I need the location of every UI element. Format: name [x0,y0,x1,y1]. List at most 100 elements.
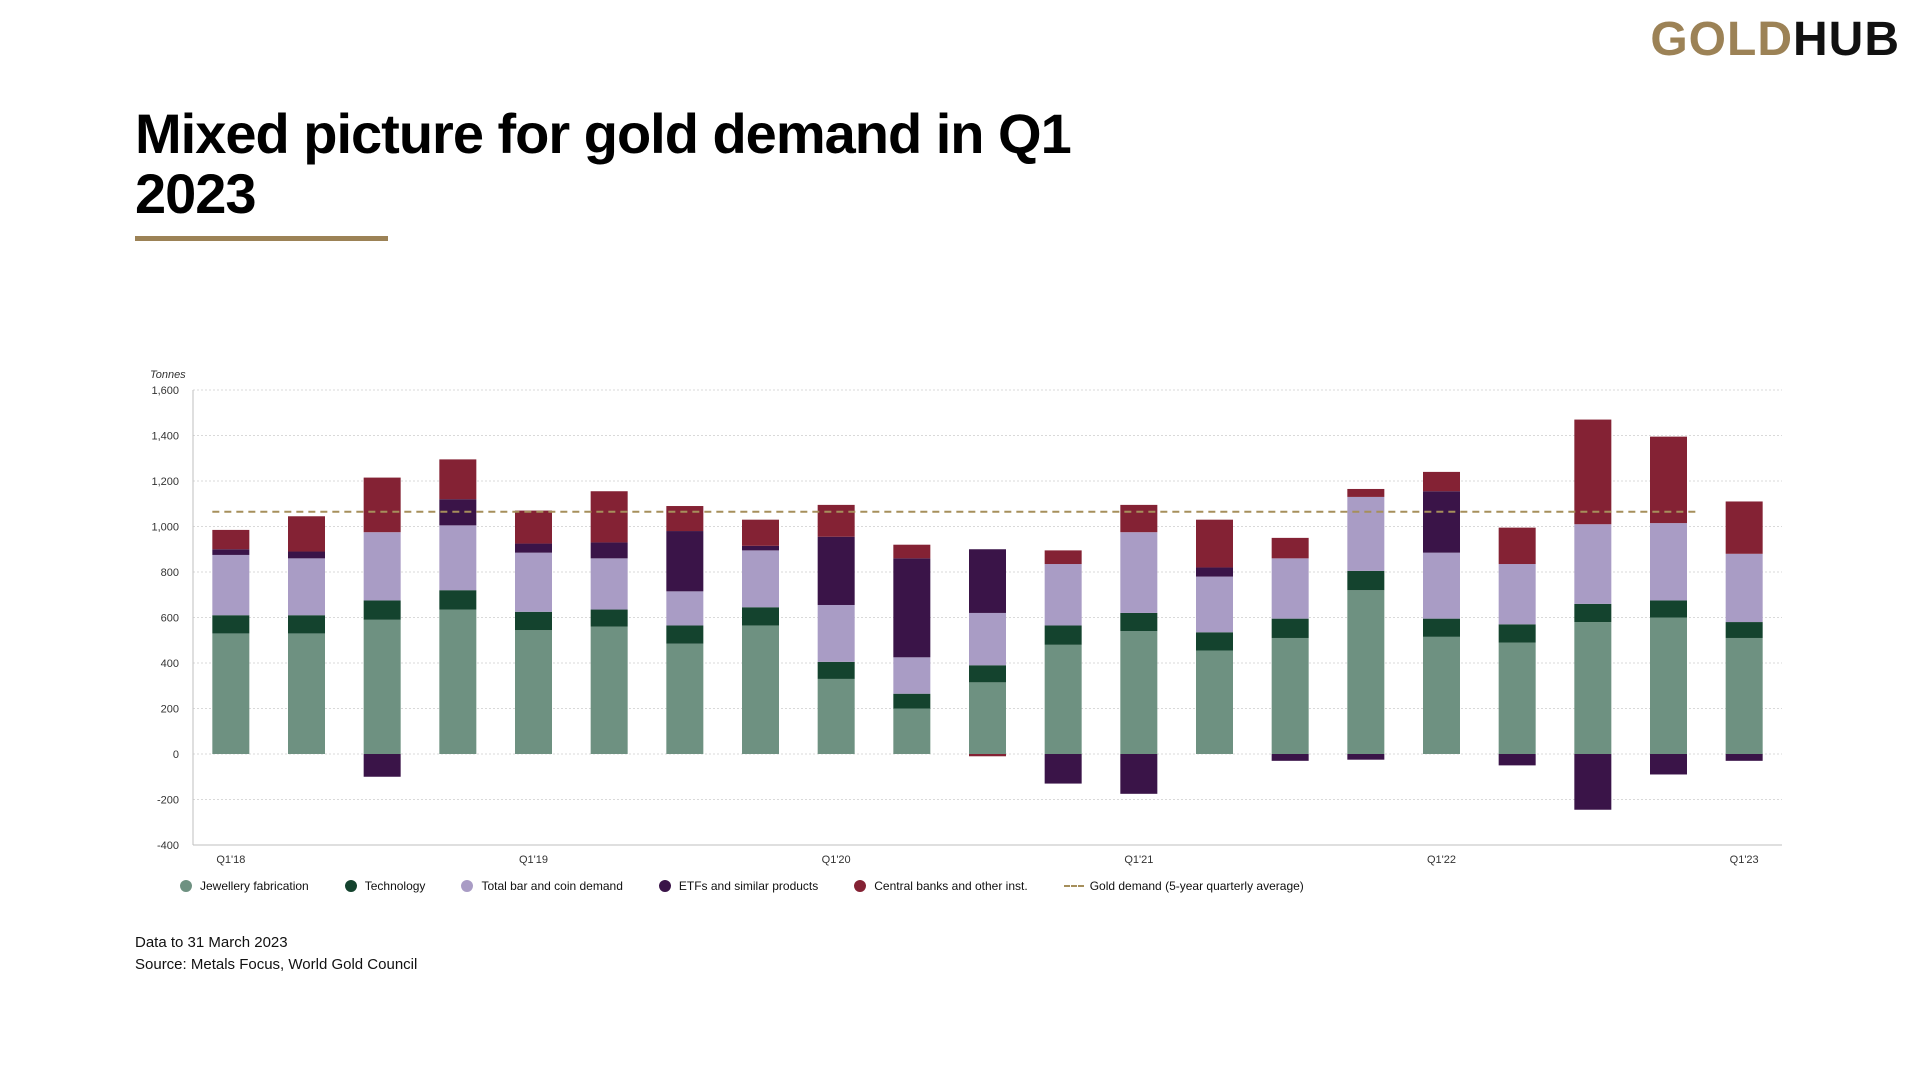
bar-barcoin [590,558,628,610]
y-tick-label: 800 [161,567,179,579]
bar-centralbanks [1044,550,1082,565]
bar-barcoin [363,532,401,601]
x-tick-label: Q1'22 [1427,854,1456,866]
bar-technology [1650,600,1687,618]
bar-centralbanks [1196,519,1233,568]
title-underline [135,236,388,241]
bar-etf [363,754,401,777]
bar-jewellery [742,625,779,754]
x-tick-label: Q1'19 [519,854,548,866]
bar-technology [439,590,477,610]
bar-jewellery [1574,622,1612,754]
bar-centralbanks [590,491,628,543]
bar-barcoin [515,552,552,612]
bar-centralbanks [288,516,325,552]
bar-etf [1271,754,1309,761]
legend-swatch-barcoin [461,880,474,892]
goldhub-logo[interactable]: GOLDHUB [1650,12,1900,67]
legend-barcoin: Total bar and coin demand [461,879,623,893]
bar-technology [969,665,1006,683]
bar-barcoin [1574,524,1612,604]
bar-technology [1271,618,1309,638]
bar-etf [742,545,779,551]
bar-etf [1574,754,1612,810]
bar-jewellery [363,619,401,754]
bar-jewellery [1120,631,1158,754]
bar-barcoin [288,558,325,616]
bar-jewellery [439,609,477,754]
y-tick-label: -400 [157,840,179,852]
legend-etf: ETFs and similar products [658,879,818,893]
bar-centralbanks [1347,488,1385,497]
bar-barcoin [666,591,704,626]
bar-etf [1725,754,1763,761]
bar-etf [1196,567,1233,577]
legend-technology: Technology [344,879,425,893]
bar-barcoin [1498,564,1536,625]
x-tick-label: Q1'18 [216,854,245,866]
bar-jewellery [1650,617,1687,754]
legend-label-barcoin: Total bar and coin demand [481,879,623,893]
bar-centralbanks [969,754,1006,757]
bar-etf [1347,754,1385,760]
bar-barcoin [1725,553,1763,623]
footer-source: Source: Metals Focus, World Gold Council [135,956,418,973]
bar-jewellery [1196,650,1233,754]
footer-data-date: Data to 31 March 2023 [135,934,288,951]
bar-centralbanks [666,506,704,532]
bar-technology [1120,612,1158,632]
bar-etf [212,549,250,555]
bar-jewellery [666,643,704,754]
y-tick-label: 400 [161,658,179,670]
legend-label-average: Gold demand (5-year quarterly average) [1089,879,1304,893]
bar-barcoin [817,604,855,662]
legend-label-jewellery: Jewellery fabrication [200,879,309,893]
bar-etf [817,536,855,605]
bar-technology [1196,632,1233,651]
bar-centralbanks [1120,504,1158,533]
bar-centralbanks [893,544,931,559]
bar-jewellery [1347,590,1385,754]
bar-technology [742,607,779,626]
bar-jewellery [969,682,1006,754]
legend-jewellery: Jewellery fabrication [180,879,309,893]
bar-technology [1044,625,1082,645]
bar-barcoin [1120,532,1158,613]
bar-centralbanks [363,477,401,533]
bar-technology [515,611,552,631]
bar-jewellery [1271,637,1309,754]
bar-jewellery [893,708,931,754]
bar-centralbanks [1650,436,1687,524]
y-tick-label: 1,400 [151,431,179,443]
bar-technology [288,615,325,634]
bar-jewellery [817,678,855,754]
bar-centralbanks [1271,537,1309,559]
bar-etf [1423,491,1460,553]
bar-barcoin [969,612,1006,666]
bar-barcoin [742,550,779,608]
bar-barcoin [212,554,250,616]
bar-technology [666,625,704,644]
bar-technology [1725,622,1763,638]
bar-etf [1120,754,1158,794]
bar-etf [1044,754,1082,784]
bar-etf [1650,754,1687,775]
bar-barcoin [1196,576,1233,633]
bar-centralbanks [742,519,779,546]
bar-technology [1423,618,1460,637]
page-title: Mixed picture for gold demand in Q1 2023 [135,102,1072,225]
bar-etf [969,549,1006,613]
logo-hub: HUB [1793,13,1900,66]
legend-swatch-average [1063,885,1084,887]
bar-technology [1574,603,1612,623]
logo-gold: GOLD [1650,13,1793,66]
bar-technology [212,615,250,634]
bar-technology [363,600,401,620]
legend-average: Gold demand (5-year quarterly average) [1063,879,1304,893]
bar-jewellery [515,630,552,754]
y-axis-title: Tonnes [150,369,186,381]
x-tick-label: Q1'20 [822,854,851,866]
y-tick-label: 600 [161,613,179,625]
bar-jewellery [1423,636,1460,754]
